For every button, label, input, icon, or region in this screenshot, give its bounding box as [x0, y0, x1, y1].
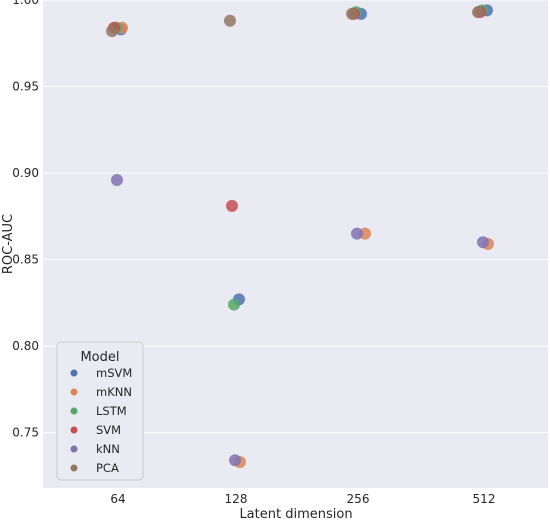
legend-label-mknn: mKNN	[96, 385, 132, 399]
x-tick-label: 256	[347, 492, 370, 506]
point-knn-256	[351, 227, 363, 240]
legend-label-knn: kNN	[96, 442, 120, 456]
x-tick-label: 128	[225, 492, 248, 506]
legend-label-lstm: LSTM	[96, 404, 127, 418]
point-lstm-128	[228, 298, 240, 311]
point-knn-128	[229, 454, 241, 467]
point-knn-64	[111, 173, 123, 186]
y-tick-label: 0.85	[12, 253, 39, 267]
legend-marker-mknn	[70, 388, 78, 396]
y-tick-label: 0.95	[12, 80, 39, 94]
y-tick-label: 0.90	[12, 166, 39, 180]
legend-marker-msvm	[70, 369, 78, 377]
legend-items: mSVM mKNN LSTM SVM kNN PCA	[70, 366, 132, 475]
legend-label-msvm: mSVM	[96, 366, 132, 380]
data-points	[106, 4, 494, 469]
legend-marker-knn	[70, 445, 78, 453]
y-tick-labels: 0.75 0.80 0.85 0.90 0.95 1.00	[12, 0, 39, 440]
point-pca-128	[224, 14, 236, 27]
x-tick-labels: 64 128 256 512	[110, 492, 495, 506]
y-tick-label: 0.80	[12, 339, 39, 353]
point-svm-128	[226, 199, 238, 212]
point-pca-64	[106, 25, 118, 38]
point-pca-512	[472, 6, 484, 19]
legend-title: Model	[80, 350, 119, 365]
legend-marker-lstm	[70, 407, 78, 415]
legend: Model mSVM mKNN LSTM SVM kNN PCA	[56, 341, 144, 481]
point-knn-512	[477, 236, 489, 249]
legend-label-svm: SVM	[96, 423, 121, 437]
legend-marker-pca	[70, 464, 78, 472]
x-tick-label: 512	[473, 492, 496, 506]
y-tick-label: 1.00	[12, 0, 39, 7]
legend-box	[56, 341, 144, 481]
legend-marker-svm	[70, 426, 78, 434]
y-tick-label: 0.75	[12, 426, 39, 440]
x-tick-label: 64	[110, 492, 125, 506]
y-axis-label: ROC-AUC	[1, 214, 16, 274]
point-pca-256	[346, 7, 358, 20]
x-axis-label: Latent dimension	[239, 507, 352, 520]
legend-label-pca: PCA	[96, 461, 119, 475]
